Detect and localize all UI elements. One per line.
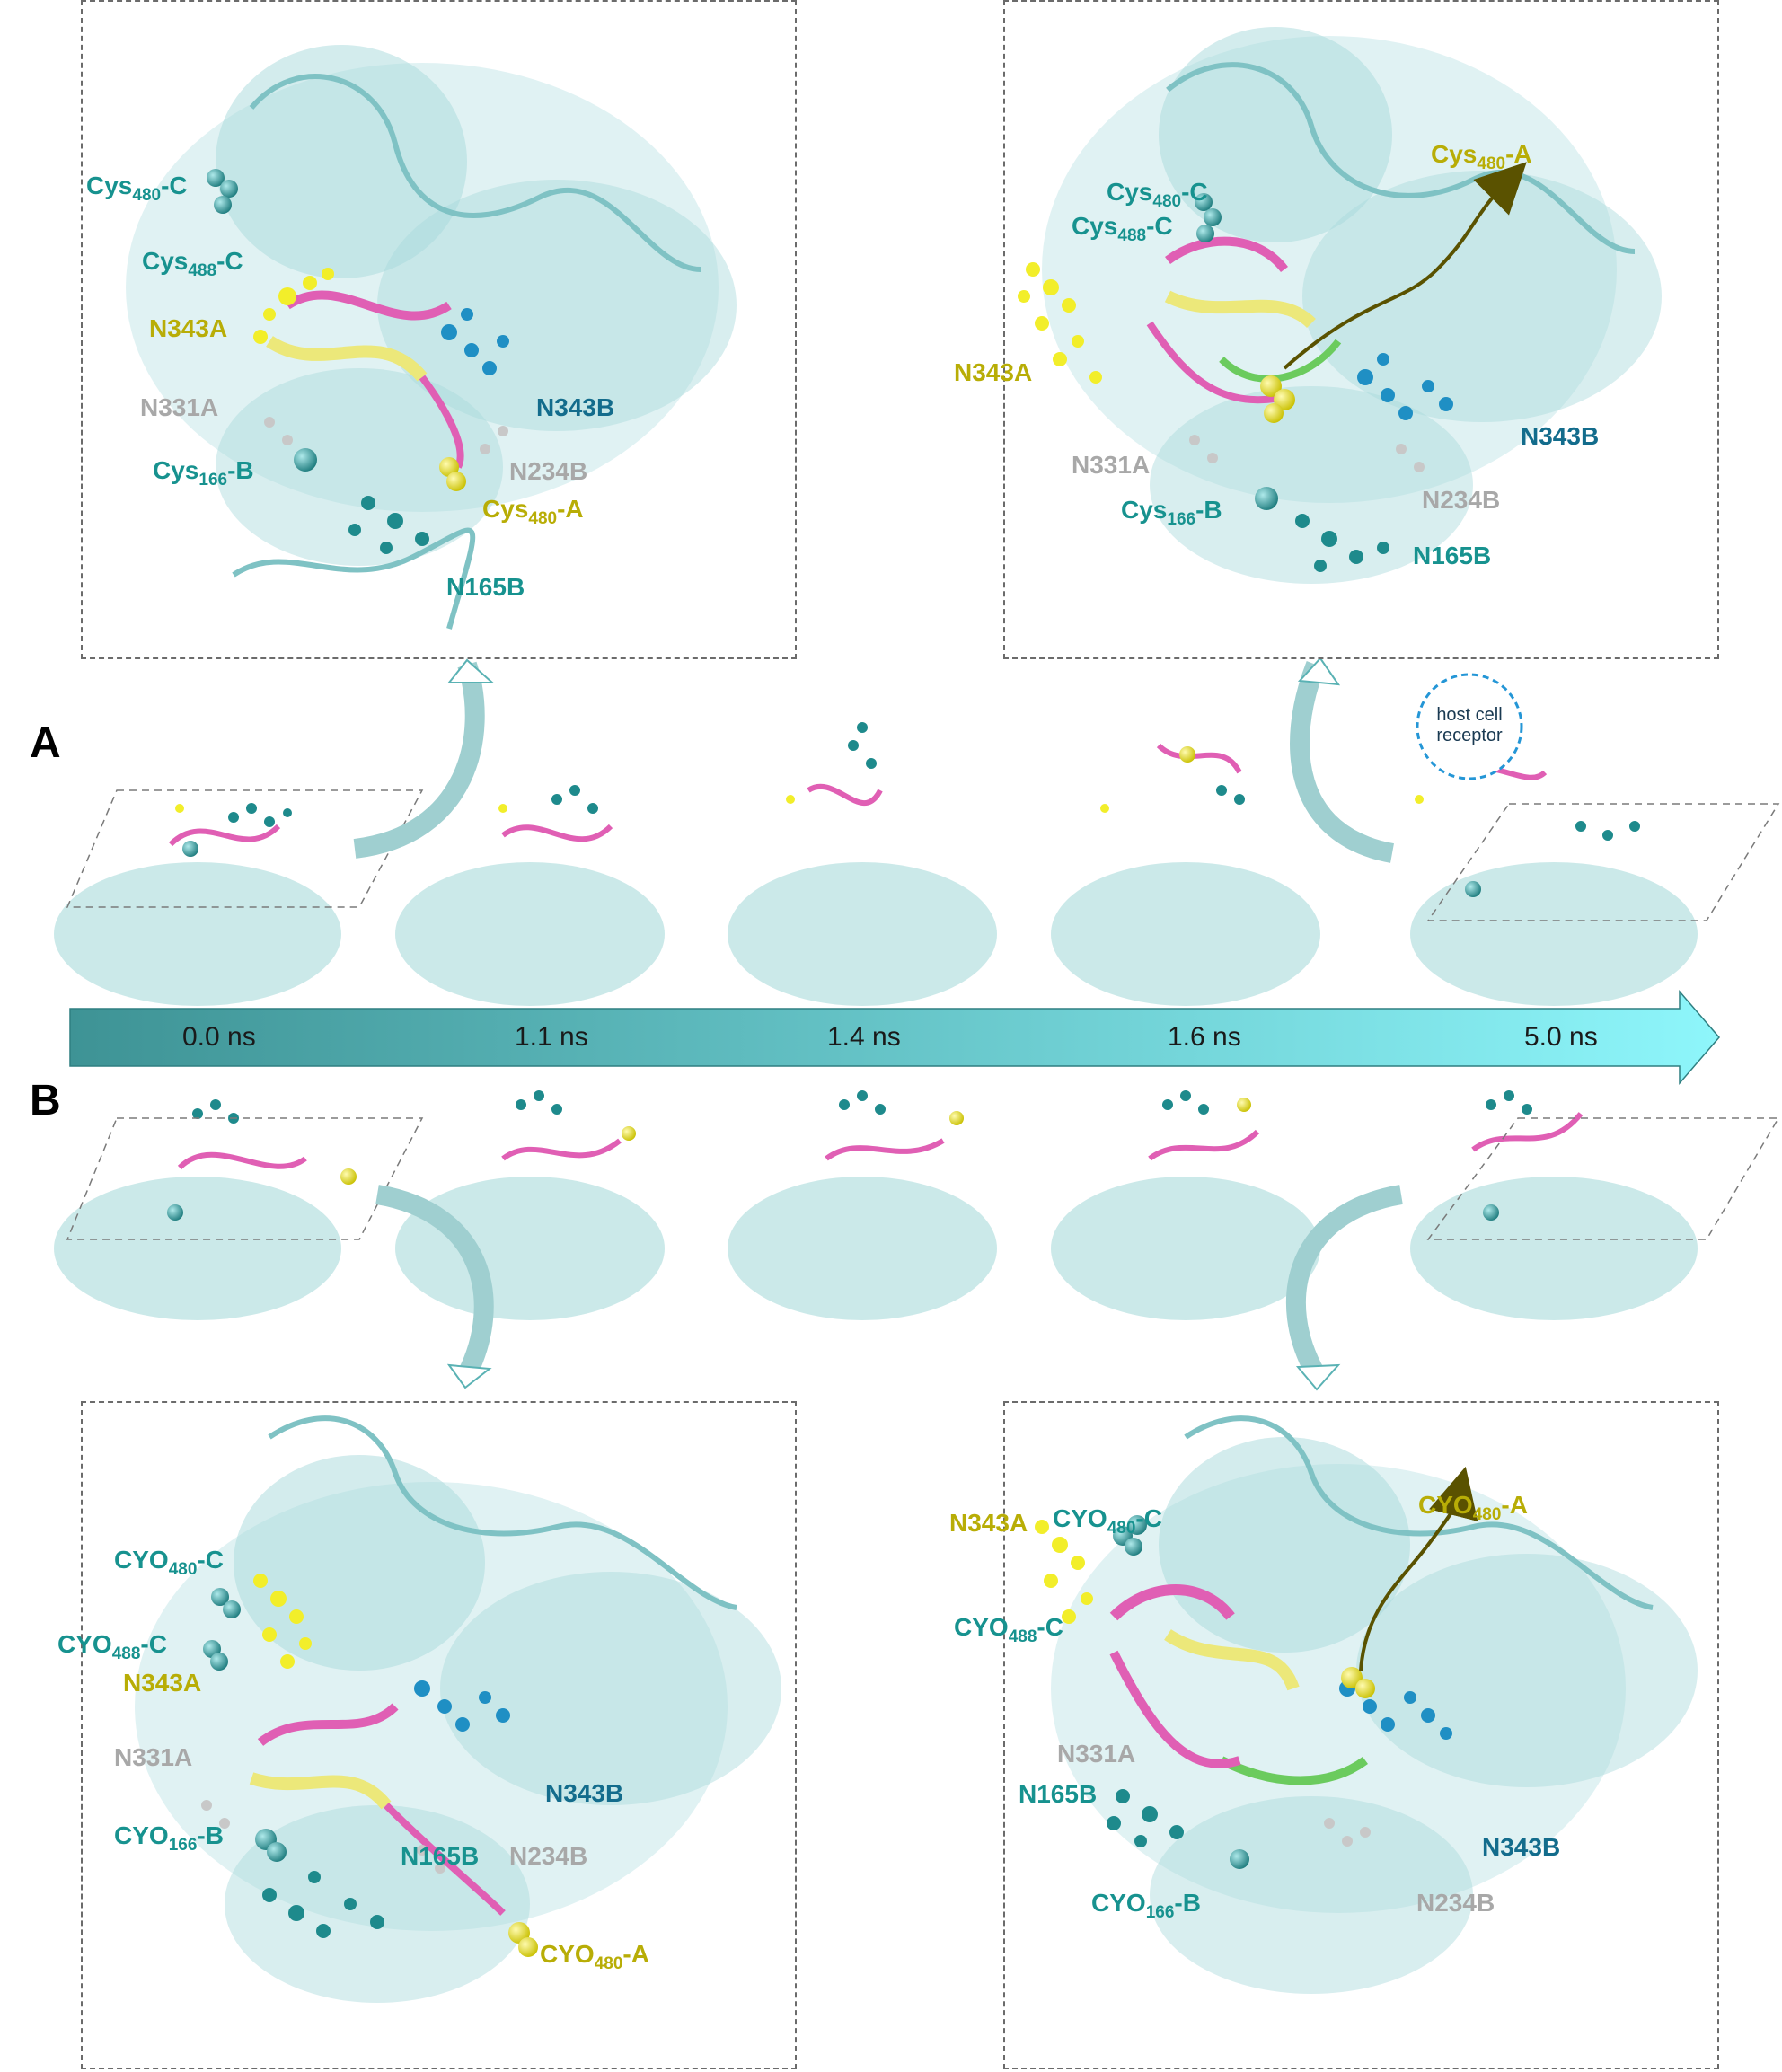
label-b1-cyo166b: CYO166-B — [114, 1821, 224, 1855]
label-a1-cys480c: Cys480-C — [86, 172, 188, 205]
label-b2-n343b: N343B — [1482, 1833, 1561, 1861]
timeline-arrow — [69, 989, 1720, 1086]
structure-a-start — [126, 45, 737, 630]
label-a1-cys488c: Cys488-C — [142, 247, 243, 280]
label-a1-n165b: N165B — [446, 573, 525, 601]
timeline-tick-0: 0.0 ns — [182, 1022, 256, 1052]
host-cell-receptor-label: host cell receptor — [1417, 705, 1522, 746]
snapshots-row-a — [54, 722, 1698, 1006]
zoom-box-a-start — [81, 0, 797, 659]
label-a2-cys488c: Cys488-C — [1072, 212, 1173, 245]
zoom-box-a-end — [1003, 0, 1719, 659]
label-b1-n234b: N234B — [509, 1842, 588, 1870]
label-a2-cys480a: Cys480-A — [1431, 140, 1532, 173]
zoom-box-b-end — [1003, 1401, 1719, 2069]
zoom-box-b-start — [81, 1401, 797, 2069]
label-b2-n331a: N331A — [1057, 1740, 1136, 1768]
label-b2-n165b: N165B — [1019, 1780, 1098, 1808]
timeline-tick-2: 1.4 ns — [827, 1022, 901, 1052]
label-b1-n343a: N343A — [123, 1669, 202, 1697]
label-b1-n165b: N165B — [401, 1842, 480, 1870]
label-b2-n343a: N343A — [949, 1509, 1028, 1537]
label-a2-n343b: N343B — [1521, 422, 1600, 450]
label-a1-cys480a: Cys480-A — [482, 495, 584, 528]
label-b2-cyo480a: CYO480-A — [1418, 1491, 1528, 1524]
label-a2-n343a: N343A — [954, 358, 1033, 386]
label-b1-n331a: N331A — [114, 1743, 193, 1771]
label-b2-cyo480c: CYO480-C — [1053, 1504, 1162, 1538]
label-a2-n234b: N234B — [1422, 486, 1501, 514]
panel-label-b: B — [30, 1077, 61, 1124]
label-a1-cys166b: Cys166-B — [153, 456, 254, 489]
timeline-tick-3: 1.6 ns — [1168, 1022, 1241, 1052]
label-a2-cys166b: Cys166-B — [1121, 496, 1222, 529]
label-b2-cyo166b: CYO166-B — [1091, 1889, 1201, 1922]
label-b1-n343b: N343B — [545, 1779, 624, 1807]
structure-a-end — [1018, 27, 1662, 584]
label-b2-cyo488c: CYO488-C — [954, 1613, 1063, 1646]
structure-b-end — [1035, 1415, 1698, 1994]
receptor-line-2: receptor — [1436, 726, 1503, 745]
label-a1-n343b: N343B — [536, 393, 615, 421]
zoom-arrows — [353, 657, 1403, 1391]
label-b2-n234b: N234B — [1416, 1889, 1495, 1917]
label-a1-n234b: N234B — [509, 457, 588, 485]
snapshots-row-b — [54, 1090, 1698, 1320]
receptor-line-1: host cell — [1436, 705, 1503, 725]
label-a1-n331a: N331A — [140, 393, 219, 421]
label-a1-n343a: N343A — [149, 314, 228, 342]
slab-planes — [66, 789, 1780, 1240]
panel-label-a: A — [30, 719, 61, 767]
host-cell-receptor-circle — [1416, 673, 1523, 780]
structure-b-start — [135, 1415, 781, 2003]
timeline-tick-4: 5.0 ns — [1524, 1022, 1598, 1052]
label-b1-cyo480a: CYO480-A — [540, 1940, 649, 1973]
label-b1-cyo488c: CYO488-C — [57, 1630, 167, 1663]
timeline-tick-1: 1.1 ns — [515, 1022, 588, 1052]
label-a2-cys480c: Cys480-C — [1107, 178, 1208, 211]
label-b1-cyo480c: CYO480-C — [114, 1546, 224, 1579]
label-a2-n165b: N165B — [1413, 542, 1492, 569]
label-a2-n331a: N331A — [1072, 451, 1151, 479]
